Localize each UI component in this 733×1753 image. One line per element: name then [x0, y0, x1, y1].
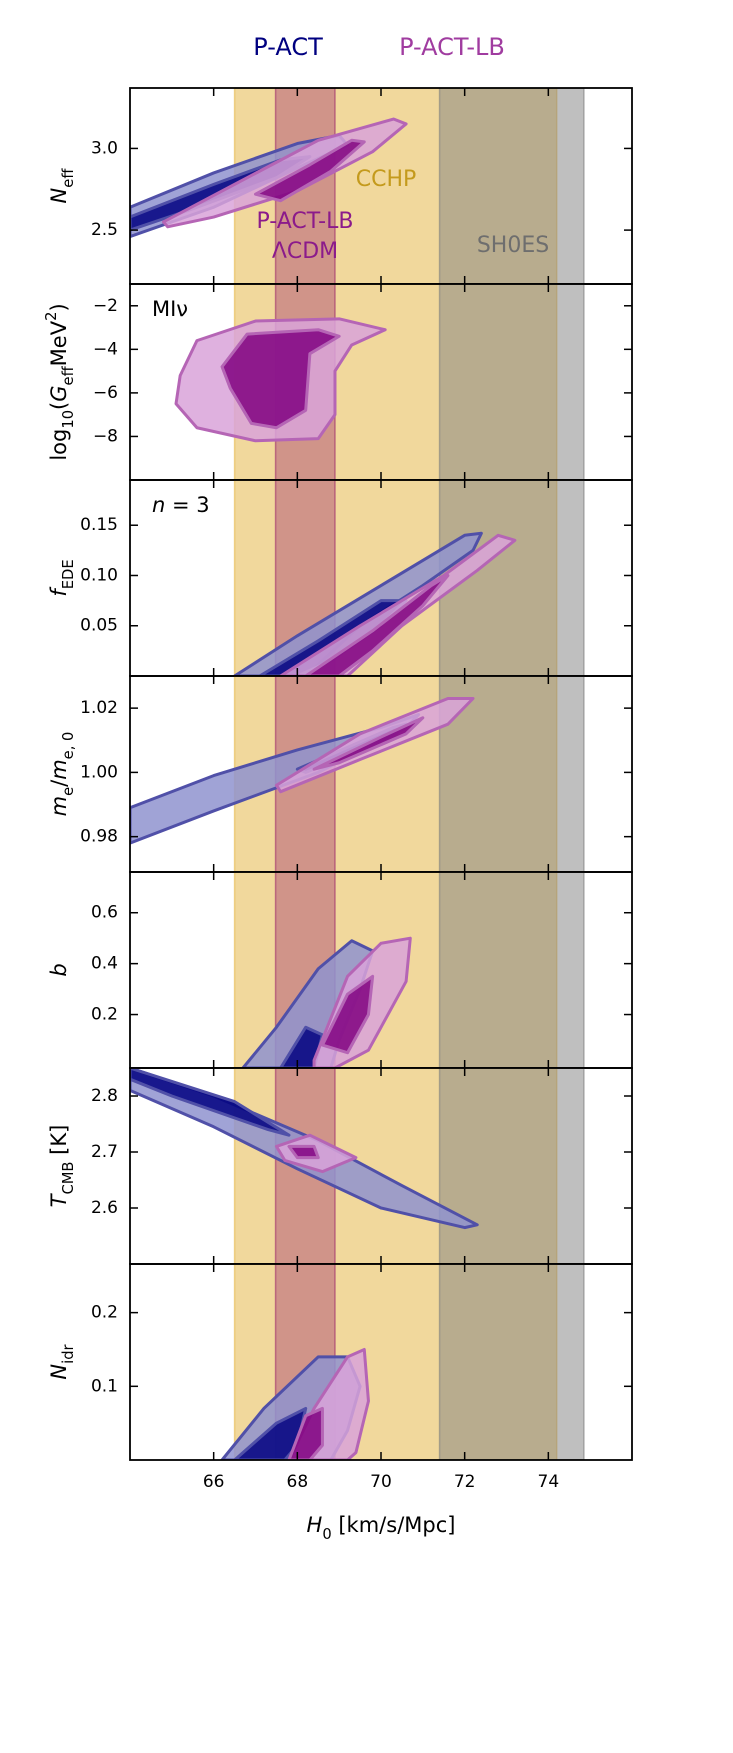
y-tick-label: −4 — [93, 339, 118, 359]
contour-outer — [279, 533, 517, 676]
y-tick-label: 1.00 — [80, 762, 118, 782]
x-axis-label-part: [km/s/Mpc] — [332, 1513, 456, 1537]
y-tick-label: 0.4 — [91, 954, 118, 974]
y-tick-label: 0.6 — [91, 903, 118, 923]
band-label: ΛCDM — [272, 239, 338, 264]
y-tick-label: −2 — [93, 296, 118, 316]
y-tick-label: 0.2 — [91, 1005, 118, 1025]
band-label: SH0ES — [477, 233, 549, 258]
y-tick-label: 0.98 — [80, 827, 118, 847]
y-axis-label: fEDE — [47, 559, 77, 596]
y-axis-label-part: / — [47, 779, 71, 787]
y-tick-label: 2.5 — [91, 220, 118, 240]
y-tick-label: 1.02 — [80, 698, 118, 718]
y-axis-label-part: N — [47, 1364, 71, 1380]
band — [438, 1264, 585, 1460]
y-axis-label-part: idr — [60, 1343, 77, 1363]
band — [438, 88, 585, 284]
y-axis-label-part: 10 — [60, 410, 77, 429]
panel — [233, 872, 585, 1068]
y-axis-label-part: MeV — [47, 320, 71, 366]
annotation: n = 3 — [152, 493, 210, 517]
x-axis-label-part: 0 — [322, 1526, 331, 1543]
y-axis-label-part: N — [47, 187, 71, 203]
y-axis-label-part: eff — [60, 365, 77, 385]
contour-inner — [254, 138, 366, 203]
y-axis-label: b — [47, 963, 71, 976]
y-axis-label-part: e, 0 — [60, 732, 77, 760]
y-axis-label-part: 2 — [43, 312, 60, 321]
y-axis-label-part: eff — [60, 168, 77, 188]
contour-inner — [312, 716, 425, 771]
y-tick-label: 3.0 — [91, 138, 118, 158]
y-tick-label: 2.8 — [91, 1086, 118, 1106]
y-axis-label-part: EDE — [60, 559, 77, 589]
panel — [220, 1264, 585, 1460]
y-axis-label: me/me, 0 — [47, 732, 77, 817]
band-label: CCHP — [356, 167, 417, 192]
y-axis-label: Nidr — [47, 1343, 77, 1379]
legend-entry: P-ACT-LB — [399, 33, 505, 61]
y-tick-label: 0.10 — [80, 565, 118, 585]
y-tick-label: 0.2 — [91, 1303, 118, 1323]
annotation: MIν — [152, 297, 188, 321]
y-tick-label: −6 — [93, 383, 118, 403]
y-axis-label-part: G — [47, 385, 71, 401]
band — [438, 1068, 585, 1264]
contour-inner — [279, 1025, 324, 1068]
x-axis-label: H0 [km/s/Mpc] — [307, 1513, 456, 1543]
y-axis-label: TCMB [K] — [47, 1125, 77, 1208]
panel — [130, 1068, 585, 1264]
y-axis-label-part: CMB — [60, 1162, 77, 1195]
contour-inner — [320, 974, 375, 1055]
contour-inner — [220, 328, 341, 430]
y-tick-label: 0.05 — [80, 616, 118, 636]
y-axis-label-part: log — [47, 429, 71, 461]
y-tick-label: 2.7 — [91, 1142, 118, 1162]
y-axis-label-part: m — [47, 796, 71, 816]
y-tick-label: 0.15 — [80, 515, 118, 535]
band — [438, 872, 585, 1068]
panel — [130, 88, 585, 284]
y-axis-label: Neff — [47, 168, 77, 204]
band — [438, 284, 585, 480]
x-tick-label: 74 — [538, 1472, 560, 1492]
band-label: P-ACT-LB — [257, 209, 354, 234]
y-axis-label-part: m — [47, 759, 71, 779]
x-tick-label: 72 — [454, 1472, 476, 1492]
x-tick-label: 70 — [370, 1472, 392, 1492]
x-tick-label: 66 — [203, 1472, 225, 1492]
contour-inner — [304, 573, 450, 676]
y-tick-label: 0.1 — [91, 1376, 118, 1396]
y-tick-label: 2.6 — [91, 1198, 118, 1218]
annotation-part: = 3 — [165, 493, 209, 517]
y-axis-label-part: ) — [47, 303, 71, 311]
x-tick-label: 68 — [287, 1472, 309, 1492]
y-axis-label: log10(GeffMeV2) — [43, 303, 77, 460]
contour-inner — [130, 1068, 291, 1137]
legend-entry: P-ACT — [253, 33, 323, 61]
contour-inner — [287, 1144, 320, 1160]
panel — [233, 480, 585, 676]
y-axis-label-part: T — [47, 1192, 71, 1207]
y-axis-label-part: ( — [47, 402, 71, 410]
y-axis-label-part: f — [47, 586, 71, 597]
y-axis-label-part: b — [47, 963, 71, 976]
panel — [130, 676, 585, 872]
panel — [174, 284, 585, 480]
annotation-part: MIν — [152, 297, 188, 321]
x-axis-label-part: H — [307, 1513, 323, 1537]
contour-inner — [287, 1406, 324, 1460]
y-axis-label-part: e — [60, 787, 77, 796]
y-axis-label-part: [K] — [47, 1125, 71, 1162]
y-tick-label: −8 — [93, 426, 118, 446]
annotation-part: n — [152, 493, 165, 517]
